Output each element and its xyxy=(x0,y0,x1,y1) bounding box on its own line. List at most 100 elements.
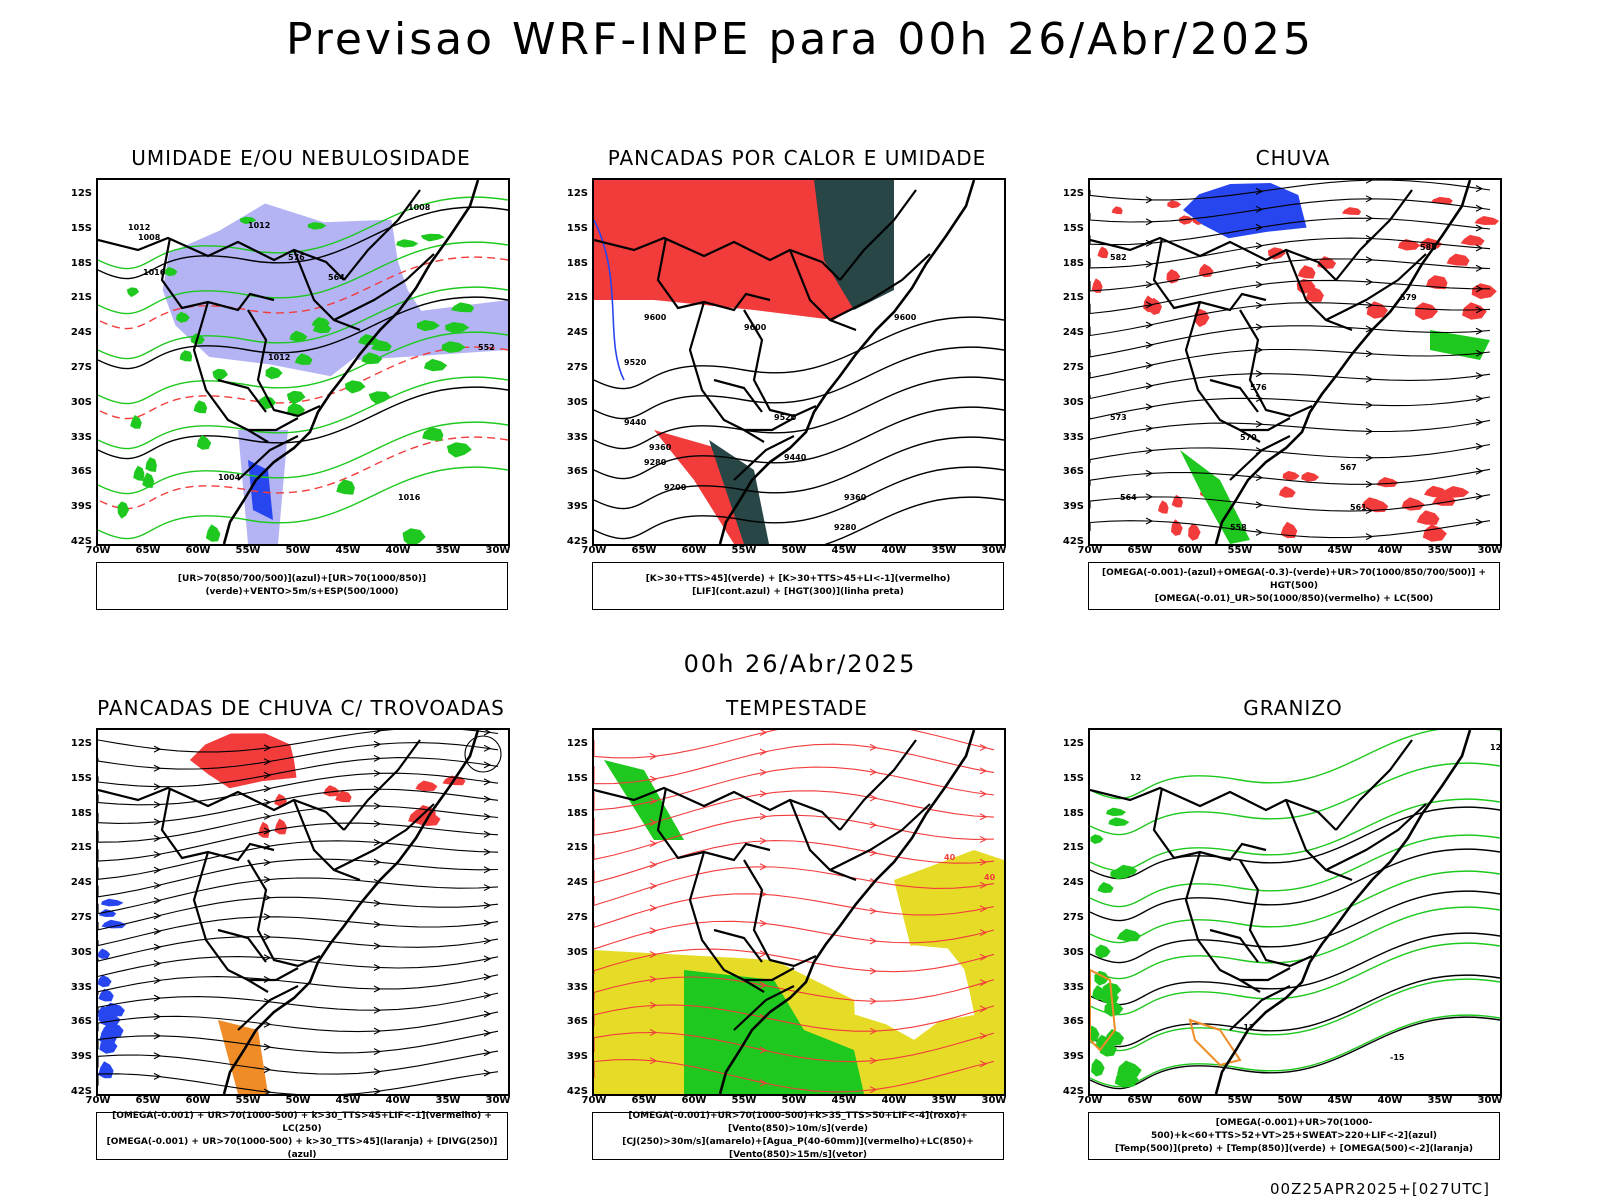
contour-label: 9440 xyxy=(624,418,647,427)
contour-label: 40 xyxy=(944,853,956,862)
latitude-label: 27S xyxy=(70,362,92,373)
latitude-label: 24S xyxy=(566,877,588,889)
latitude-label: 39S xyxy=(1062,1051,1084,1063)
contour-labels: -12 -15 12 12 xyxy=(1130,743,1500,1062)
longitude-label: 60W xyxy=(185,1095,211,1106)
longitude-label: 35W xyxy=(1427,545,1453,556)
longitude-label: 45W xyxy=(335,1095,361,1106)
longitude-label: 30W xyxy=(485,545,511,556)
panel-legend: [OMEGA(-0.001)+UR>70(1000-500)+k<60+TTS>… xyxy=(1088,1112,1500,1160)
longitude-label: 40W xyxy=(881,545,907,556)
longitude-label: 60W xyxy=(681,1095,707,1106)
contour-label: 573 xyxy=(1110,413,1127,422)
longitude-label: 65W xyxy=(135,545,161,556)
contour-label: 558 xyxy=(1230,523,1247,532)
contour-label: 1016 xyxy=(143,268,166,277)
panel-legend: [K>30+TTS>45](verde) + [K>30+TTS>45+LI<-… xyxy=(592,562,1004,610)
latitude-label: 27S xyxy=(1062,912,1084,923)
longitude-label: 65W xyxy=(135,1095,161,1106)
contour-label: 12 xyxy=(1490,743,1500,752)
longitude-label: 55W xyxy=(1227,1095,1253,1106)
latitude-label: 42S xyxy=(70,536,92,547)
latitude-label: 18S xyxy=(566,257,588,269)
longitude-label: 30W xyxy=(485,1095,511,1106)
latitude-label: 39S xyxy=(70,1051,92,1063)
contour-label: 579 xyxy=(1400,293,1417,302)
latitude-label: 42S xyxy=(70,1086,92,1097)
green-humidity-rings xyxy=(117,216,475,544)
map-area: 1012 1008 1012 1016 1008 576 564 552 1012 1004 101… xyxy=(96,178,510,546)
latitude-label: 24S xyxy=(1062,327,1084,339)
latitude-label: 27S xyxy=(1062,362,1084,373)
streamlines xyxy=(98,730,499,1094)
contour-label: 9600 xyxy=(894,313,917,322)
contour-labels: 585 582 579 576 573 570 567 564 561 558 xyxy=(1110,243,1437,532)
contour-label: 576 xyxy=(1250,383,1267,392)
latitude-label: 27S xyxy=(566,912,588,923)
longitude-label: 50W xyxy=(781,545,807,556)
map-graphic: 9600 9600 9600 9520 9520 9440 9440 9360 9360 9280… xyxy=(594,180,1004,544)
contour-label: 9520 xyxy=(774,413,797,422)
longitude-label: 70W xyxy=(1077,545,1103,556)
latitude-label: 12S xyxy=(70,738,92,749)
contour-label: 570 xyxy=(1240,433,1257,442)
latitude-label: 15S xyxy=(566,772,588,784)
latitude-label: 27S xyxy=(566,362,588,373)
latitude-label: 24S xyxy=(1062,877,1084,889)
latitude-label: 18S xyxy=(1062,257,1084,269)
latitude-label: 21S xyxy=(566,842,588,854)
map-graphic: -12 -15 12 12 xyxy=(1090,730,1500,1094)
latitude-label: 36S xyxy=(70,1016,92,1028)
longitude-label: 55W xyxy=(1227,545,1253,556)
legend-line: [OMEGA(-0.01)_UR>50(1000/850)(vermelho) … xyxy=(1154,593,1434,604)
latitude-label: 18S xyxy=(566,807,588,819)
longitude-label: 50W xyxy=(1277,1095,1303,1106)
legend-line: [OMEGA(-0.001) + UR>70(1000-500) + k>30_… xyxy=(106,1137,498,1160)
longitude-label: 45W xyxy=(1327,1095,1353,1106)
contour-label: 576 xyxy=(288,253,305,262)
longitude-label: 30W xyxy=(981,1095,1007,1106)
legend-line: [OMEGA(-0.001)+UR>70(1000-500)+k>35_TTS>… xyxy=(628,1111,968,1134)
longitude-label: 30W xyxy=(981,545,1007,556)
map-area: 585 582 579 576 573 570 567 564 561 558 xyxy=(1088,178,1502,546)
contour-label: 585 xyxy=(1420,243,1437,252)
map-graphic: 1012100810121016100857656455210121004101… xyxy=(98,180,508,544)
legend-line: [CJ(250)>30m/s](amarelo)+[Agua_P(40-60mm… xyxy=(622,1137,974,1160)
contour-label: 9600 xyxy=(744,323,767,332)
map-area: 40 40 xyxy=(592,728,1006,1096)
latitude-label: 39S xyxy=(566,1051,588,1063)
contour-label: 552 xyxy=(478,343,495,352)
longitude-label: 40W xyxy=(881,1095,907,1106)
latitude-label: 21S xyxy=(566,292,588,304)
latitude-label: 42S xyxy=(1062,1086,1084,1097)
latitude-label: 21S xyxy=(70,842,92,854)
latitude-label: 36S xyxy=(566,1016,588,1028)
panel-title: GRANIZO xyxy=(1243,696,1343,720)
latitude-label: 21S xyxy=(1062,292,1084,304)
legend-line: [UR>70(850/700/500)](azul)+[UR>70(1000/8… xyxy=(177,574,427,597)
longitude-label: 50W xyxy=(781,1095,807,1106)
green-temp850-rings xyxy=(1090,807,1142,1088)
map-area: -12 -15 12 12 xyxy=(1088,728,1502,1096)
longitude-label: 60W xyxy=(185,545,211,556)
longitude-label: 45W xyxy=(831,545,857,556)
longitude-label: 70W xyxy=(581,545,607,556)
longitude-label: 45W xyxy=(831,1095,857,1106)
latitude-label: 42S xyxy=(566,1086,588,1097)
longitude-label: 50W xyxy=(1277,545,1303,556)
longitude-label: 40W xyxy=(385,545,411,556)
panel-title: TEMPESTADE xyxy=(726,696,868,720)
latitude-label: 12S xyxy=(566,738,588,749)
latitude-label: 18S xyxy=(1062,807,1084,819)
contour-label: 9200 xyxy=(664,483,687,492)
longitude-label: 50W xyxy=(285,545,311,556)
legend-line: [OMEGA(-0.001)+UR>70(1000-500)+k<60+TTS>… xyxy=(1150,1117,1438,1141)
latitude-label: 33S xyxy=(70,981,92,993)
latitude-label: 39S xyxy=(566,501,588,513)
panel-legend: [OMEGA(-0.001)-(azul)+OMEGA(-0.3)-(verde… xyxy=(1088,562,1500,610)
longitude-label: 55W xyxy=(731,1095,757,1106)
latitude-label: 27S xyxy=(70,912,92,923)
latitude-label: 18S xyxy=(70,257,92,269)
panel-title: PANCADAS POR CALOR E UMIDADE xyxy=(607,146,987,170)
longitude-label: 55W xyxy=(235,545,261,556)
